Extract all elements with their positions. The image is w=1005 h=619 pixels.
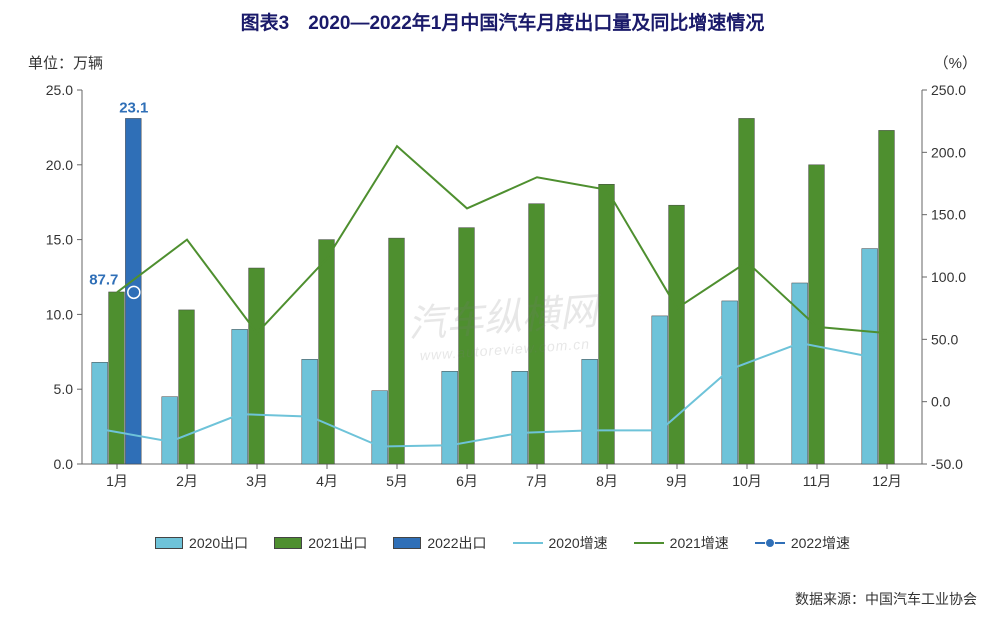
legend-swatch-bar xyxy=(393,537,421,549)
svg-text:1月: 1月 xyxy=(106,473,128,489)
svg-text:0.0: 0.0 xyxy=(931,394,951,410)
svg-text:6月: 6月 xyxy=(456,473,478,489)
growth-line xyxy=(117,146,887,333)
bar xyxy=(652,316,668,464)
bar xyxy=(879,130,895,464)
legend-label: 2021出口 xyxy=(308,533,367,553)
bar xyxy=(722,301,738,464)
bar xyxy=(582,359,598,464)
legend-item: 2022出口 xyxy=(393,533,486,553)
legend-swatch-line xyxy=(755,542,785,544)
bar xyxy=(442,371,458,464)
legend-item: 2020增速 xyxy=(513,533,608,553)
legend: 2020出口 2021出口 2022出口 2020增速 2021增速 2022增速 xyxy=(0,528,1005,558)
svg-text:11月: 11月 xyxy=(803,473,832,489)
svg-text:5.0: 5.0 xyxy=(54,381,74,397)
growth-line xyxy=(100,343,870,446)
bar xyxy=(92,362,108,464)
data-source: 数据来源：中国汽车工业协会 xyxy=(795,589,977,609)
legend-item: 2022增速 xyxy=(755,533,850,553)
svg-text:5月: 5月 xyxy=(386,473,408,489)
svg-text:0.0: 0.0 xyxy=(54,456,74,472)
svg-text:2月: 2月 xyxy=(176,473,198,489)
bar xyxy=(302,359,318,464)
svg-text:4月: 4月 xyxy=(316,473,338,489)
legend-item: 2021增速 xyxy=(634,533,729,553)
legend-item: 2020出口 xyxy=(155,533,248,553)
svg-text:8月: 8月 xyxy=(596,473,618,489)
legend-swatch-line xyxy=(634,542,664,544)
svg-text:7月: 7月 xyxy=(526,473,548,489)
unit-left-label: 单位：万辆 xyxy=(28,52,103,73)
bar xyxy=(249,268,265,464)
legend-swatch-bar xyxy=(274,537,302,549)
svg-text:12月: 12月 xyxy=(872,473,902,489)
bar xyxy=(319,240,335,464)
bar xyxy=(459,228,475,464)
legend-swatch-line xyxy=(513,542,543,544)
svg-text:250.0: 250.0 xyxy=(931,82,966,98)
chart-title: 图表3 2020—2022年1月中国汽车月度出口量及同比增速情况 xyxy=(0,0,1005,35)
bar xyxy=(669,205,685,464)
svg-text:150.0: 150.0 xyxy=(931,207,966,223)
svg-text:200.0: 200.0 xyxy=(931,144,966,160)
legend-label: 2022出口 xyxy=(427,533,486,553)
svg-text:25.0: 25.0 xyxy=(46,82,73,98)
bar xyxy=(809,165,825,464)
line-2022-label: 87.7 xyxy=(89,271,118,288)
svg-text:15.0: 15.0 xyxy=(46,232,73,248)
legend-label: 2020出口 xyxy=(189,533,248,553)
bar xyxy=(109,292,125,464)
svg-text:100.0: 100.0 xyxy=(931,269,966,285)
bar xyxy=(372,391,388,464)
bar xyxy=(512,371,528,464)
svg-text:9月: 9月 xyxy=(666,473,688,489)
legend-label: 2021增速 xyxy=(670,533,729,553)
svg-text:50.0: 50.0 xyxy=(931,331,958,347)
svg-text:3月: 3月 xyxy=(246,473,268,489)
bar xyxy=(599,184,615,464)
chart-svg: 0.0 5.0 10.0 15.0 20.0 25.0 -50.0 0.0 50.0 100.0 1… xyxy=(24,80,980,500)
bar xyxy=(739,118,755,464)
legend-swatch-bar xyxy=(155,537,183,549)
bar xyxy=(529,204,545,464)
legend-item: 2021出口 xyxy=(274,533,367,553)
svg-text:10月: 10月 xyxy=(732,473,762,489)
legend-label: 2020增速 xyxy=(549,533,608,553)
chart-area: 0.0 5.0 10.0 15.0 20.0 25.0 -50.0 0.0 50.0 100.0 1… xyxy=(24,80,980,500)
unit-right-label: （%） xyxy=(934,52,977,73)
svg-text:-50.0: -50.0 xyxy=(931,456,963,472)
bar xyxy=(389,238,405,464)
bar xyxy=(232,329,248,464)
line-marker xyxy=(128,286,140,298)
svg-text:20.0: 20.0 xyxy=(46,157,73,173)
bar xyxy=(179,310,195,464)
bar-2022-label: 23.1 xyxy=(119,99,148,116)
legend-label: 2022增速 xyxy=(791,533,850,553)
svg-text:10.0: 10.0 xyxy=(46,306,73,322)
bar xyxy=(162,397,178,464)
